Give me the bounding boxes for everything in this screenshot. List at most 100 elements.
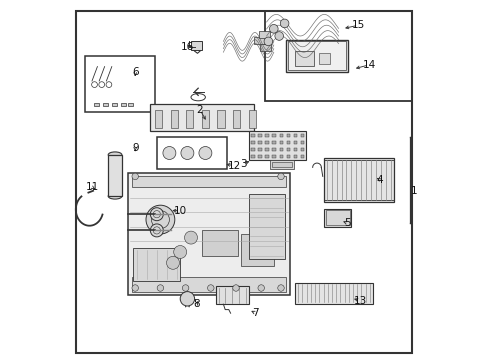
Bar <box>254 37 265 44</box>
Bar <box>251 148 255 151</box>
Text: 15: 15 <box>352 20 365 30</box>
Circle shape <box>132 173 139 180</box>
Text: 1: 1 <box>411 186 417 196</box>
Text: 11: 11 <box>85 182 98 192</box>
Bar <box>132 176 286 187</box>
Text: 3: 3 <box>240 159 246 169</box>
Circle shape <box>270 24 278 33</box>
Bar <box>216 286 248 304</box>
Circle shape <box>182 285 189 291</box>
Bar <box>265 141 269 144</box>
Bar <box>279 155 283 158</box>
Bar <box>301 148 304 151</box>
Text: 5: 5 <box>344 218 351 228</box>
Bar <box>251 155 255 158</box>
Bar <box>287 155 290 158</box>
Bar <box>324 209 351 227</box>
Bar <box>270 160 294 169</box>
Circle shape <box>258 285 265 291</box>
Bar <box>202 230 238 256</box>
Text: 9: 9 <box>132 143 139 153</box>
Bar <box>326 210 350 225</box>
Bar <box>287 148 290 151</box>
Bar <box>242 234 274 266</box>
Bar <box>288 41 346 70</box>
Text: 10: 10 <box>173 206 187 216</box>
Bar <box>279 141 283 144</box>
Circle shape <box>208 285 214 291</box>
Bar <box>265 148 269 151</box>
Circle shape <box>132 285 139 291</box>
Bar <box>85 56 155 112</box>
Text: 6: 6 <box>132 67 139 77</box>
Bar <box>258 134 262 137</box>
Circle shape <box>180 292 195 306</box>
Bar <box>301 134 304 137</box>
Circle shape <box>264 37 273 46</box>
Bar <box>218 110 224 128</box>
Bar <box>272 148 276 151</box>
Bar <box>301 155 304 158</box>
Circle shape <box>199 147 212 159</box>
Bar <box>294 155 297 158</box>
Bar <box>258 148 262 151</box>
Bar <box>248 110 256 128</box>
Circle shape <box>185 231 197 244</box>
Bar <box>94 103 99 106</box>
Text: 13: 13 <box>354 296 367 306</box>
Bar <box>319 53 330 64</box>
Bar <box>261 44 271 51</box>
Bar <box>287 134 290 137</box>
Circle shape <box>146 205 175 234</box>
Bar <box>294 141 297 144</box>
Circle shape <box>163 147 176 159</box>
Bar <box>272 155 276 158</box>
Bar <box>155 110 162 128</box>
Text: 7: 7 <box>252 308 259 318</box>
Text: 8: 8 <box>193 299 200 309</box>
Circle shape <box>167 256 179 269</box>
Circle shape <box>233 285 239 291</box>
Circle shape <box>280 19 289 28</box>
Bar <box>294 148 297 151</box>
Bar <box>287 141 290 144</box>
Bar <box>202 110 209 128</box>
Bar <box>286 40 347 72</box>
Bar <box>149 104 254 131</box>
Bar <box>258 155 262 158</box>
Bar <box>295 283 373 304</box>
Bar <box>133 248 180 281</box>
Bar <box>248 194 285 259</box>
Bar <box>301 141 304 144</box>
Bar <box>279 134 283 137</box>
Bar <box>272 141 276 144</box>
Bar <box>251 134 255 137</box>
Bar <box>294 51 315 66</box>
Bar <box>103 103 108 106</box>
Bar <box>157 137 227 169</box>
Circle shape <box>174 246 187 258</box>
Text: 16: 16 <box>181 42 194 52</box>
Bar <box>108 155 122 196</box>
Bar <box>186 110 194 128</box>
Bar <box>112 103 117 106</box>
Bar <box>233 110 240 128</box>
Bar <box>265 134 269 137</box>
Bar <box>128 173 290 295</box>
Text: 12: 12 <box>227 161 241 171</box>
Bar <box>191 41 202 50</box>
Text: 4: 4 <box>377 175 383 185</box>
Bar <box>265 155 269 158</box>
Bar <box>272 134 276 137</box>
Ellipse shape <box>108 193 122 199</box>
Bar <box>279 148 283 151</box>
Circle shape <box>150 224 163 237</box>
Text: 14: 14 <box>363 60 376 70</box>
Bar <box>265 11 413 101</box>
Bar <box>272 162 292 167</box>
Bar <box>294 134 297 137</box>
Bar <box>324 158 394 202</box>
Circle shape <box>278 285 284 291</box>
Bar <box>121 103 126 106</box>
Circle shape <box>181 147 194 159</box>
